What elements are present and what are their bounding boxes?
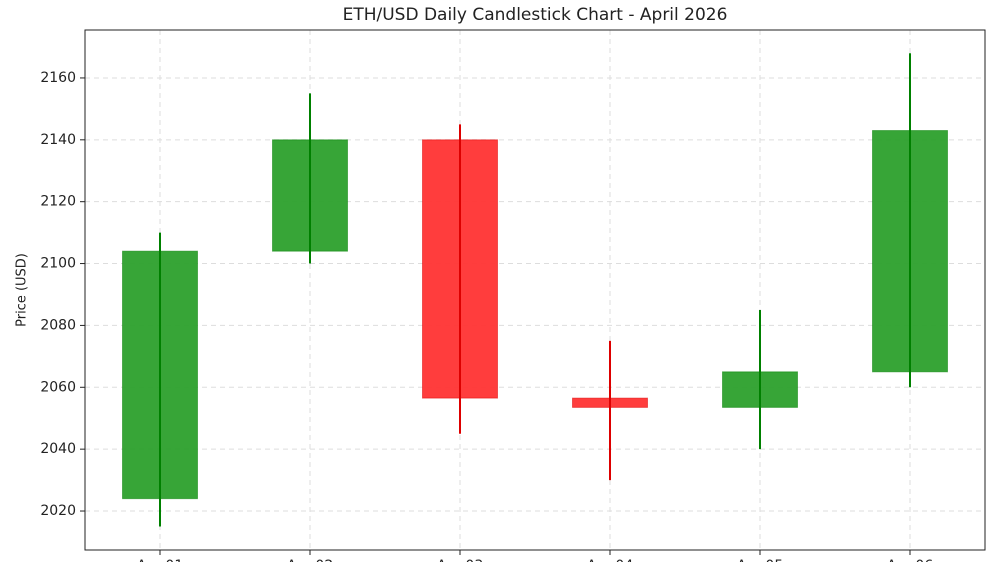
x-tick-label: Apr 03	[437, 558, 483, 562]
y-tick-label: 2160	[40, 70, 76, 86]
chart-title: ETH/USD Daily Candlestick Chart - April …	[343, 5, 728, 25]
x-tick-label: Apr 04	[587, 558, 634, 562]
y-tick-label: 2080	[40, 317, 76, 333]
x-tick-label: Apr 02	[287, 558, 333, 562]
x-tick-label: Apr 05	[737, 558, 783, 562]
y-tick-label: 2060	[40, 379, 76, 395]
y-tick-label: 2020	[40, 503, 76, 519]
x-tick-label: Apr 01	[137, 558, 183, 562]
plot-frame	[84, 29, 986, 551]
y-tick-label: 2140	[40, 132, 76, 148]
y-tick-label: 2040	[40, 441, 76, 457]
y-axis-label: Price (USD)	[15, 253, 30, 327]
y-tick-label: 2100	[40, 256, 76, 272]
x-tick-label: Apr 06	[887, 558, 934, 562]
y-tick-label: 2120	[40, 194, 76, 210]
